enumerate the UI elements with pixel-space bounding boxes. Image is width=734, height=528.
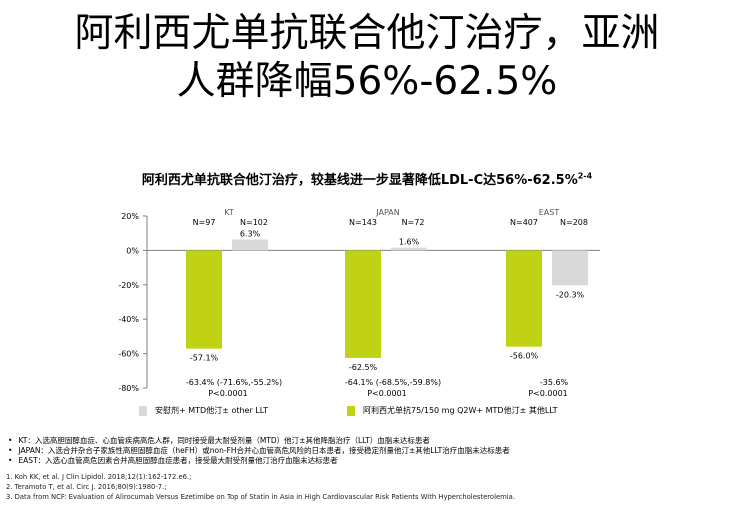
chart-subtitle-text: 阿利西尤单抗联合他汀治疗，较基线进一步显著降低LDL-C达56%-62.5% (141, 173, 578, 188)
slide-title-line-2: 人群降幅56%-62.5% (176, 59, 558, 104)
y-tick-label: -20% (118, 281, 139, 290)
p-value-label: P<0.0001 (528, 389, 568, 398)
y-tick-label: -80% (118, 384, 139, 393)
bar-alirocumab (506, 250, 542, 347)
bar-placebo (232, 239, 268, 251)
y-tick-label: -40% (118, 315, 139, 324)
difference-label: -63.4% (-71.6%,-55.2%) (186, 378, 282, 387)
legend-label-alirocumab: 阿利西尤单抗75/150 mg Q2W+ MTD他汀± 其他LLT (363, 406, 558, 415)
p-value-label: P<0.0001 (367, 389, 407, 398)
study-notes: KT：入选高胆固醇血症、心血管疾病高危人群，同时接受最大耐受剂量（MTD）他汀±… (8, 436, 510, 466)
data-label-placebo: 6.3% (240, 230, 261, 239)
study-note-east: EAST：入选心血管高危因素合并高胆固醇血症患者，接受最大耐受剂量他汀治疗血脂未… (8, 456, 510, 466)
bar-alirocumab (345, 250, 381, 358)
references: 1. Koh KK, et al. J Clin Lipidol. 2018;1… (6, 473, 515, 502)
reference-1: 1. Koh KK, et al. J Clin Lipidol. 2018;1… (6, 473, 192, 481)
group-label: JAPAN (375, 208, 399, 217)
n-count-placebo: N=102 (240, 218, 268, 227)
data-label-alirocumab: -56.0% (510, 352, 539, 361)
legend-item-alirocumab: 阿利西尤单抗75/150 mg Q2W+ MTD他汀± 其他LLT (347, 405, 558, 416)
slide-title: 阿利西尤单抗联合他汀治疗，亚洲 人群降幅56%-62.5% (0, 10, 734, 106)
legend-swatch-placebo (139, 405, 147, 416)
chart-subtitle: 阿利西尤单抗联合他汀治疗，较基线进一步显著降低LDL-C达56%-62.5%2-… (0, 169, 734, 188)
study-note-kt: KT：入选高胆固醇血症、心血管疾病高危人群，同时接受最大耐受剂量（MTD）他汀±… (8, 436, 510, 446)
group-label: EAST (539, 208, 560, 217)
reference-2: 2. Teramoto T, et al. Circ J. 2016;80(9)… (6, 482, 167, 491)
n-count-placebo: N=208 (560, 218, 588, 227)
reference-3: 3. Data from NCF: Evaluation of Alirocum… (6, 492, 515, 501)
n-count-alirocumab: N=143 (349, 218, 377, 227)
difference-label: -64.1% (-68.5%,-59.8%) (345, 378, 441, 387)
y-tick-label: 20% (121, 212, 139, 221)
p-value-label: P<0.0001 (208, 389, 248, 398)
bar-alirocumab (186, 250, 222, 349)
y-tick-label: -60% (118, 350, 139, 359)
data-label-alirocumab: -62.5% (349, 363, 378, 372)
data-label-placebo: 1.6% (399, 238, 420, 247)
group-label: KT (224, 208, 234, 217)
n-count-placebo: N=72 (402, 218, 425, 227)
data-label-alirocumab: -57.1% (190, 354, 219, 363)
difference-label: -35.6% (540, 378, 569, 387)
bar-placebo (552, 250, 588, 286)
study-note-japan: JAPAN：入选合并杂合子家族性高胆固醇血症（heFH）或non-FH合并心血管… (8, 446, 509, 456)
n-count-alirocumab: N=407 (510, 218, 538, 227)
data-label-placebo: -20.3% (556, 290, 585, 299)
y-tick-label: 0% (126, 246, 139, 255)
legend-label-placebo: 安慰剂+ MTD他汀± other LLT (155, 406, 268, 415)
bar-placebo (391, 247, 427, 251)
slide-title-line-1: 阿利西尤单抗联合他汀治疗，亚洲 (74, 11, 660, 56)
chart-subtitle-superscript: 2-4 (577, 171, 593, 181)
legend-swatch-alirocumab (347, 405, 355, 416)
n-count-alirocumab: N=97 (193, 218, 216, 227)
legend-item-placebo: 安慰剂+ MTD他汀± other LLT (139, 405, 268, 416)
